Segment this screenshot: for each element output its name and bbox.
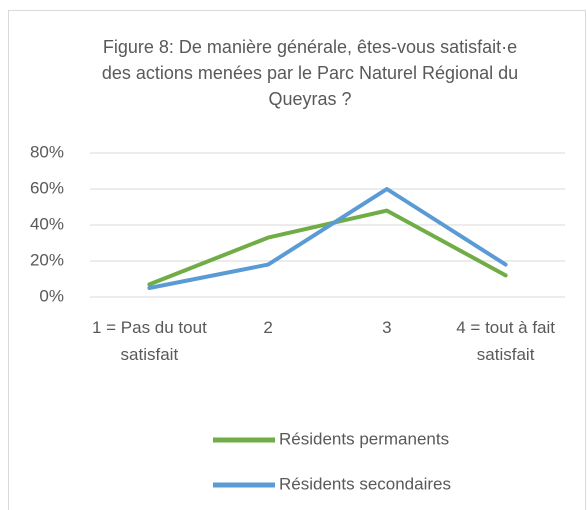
y-tick-label: 0% [39,286,64,305]
x-tick-label: 2 [263,318,273,337]
x-tick-label: 1 = Pas du tout satisfait [91,318,207,364]
legend-label: Résidents permanents [279,429,449,448]
legend-label: Résidents secondaires [279,474,451,493]
chart-title: Figure 8: De manière générale, êtes-vous… [101,37,519,109]
series-line [147,187,508,290]
y-tick-label: 80% [30,142,64,161]
y-tick-label: 60% [30,178,64,197]
chart-border [8,10,586,510]
series-line [147,208,508,287]
y-tick-label: 20% [30,250,64,269]
y-tick-label: 40% [30,214,64,233]
x-tick-label: 4 = tout à fait satisfait [456,318,555,364]
x-tick-label: 3 [382,318,392,337]
